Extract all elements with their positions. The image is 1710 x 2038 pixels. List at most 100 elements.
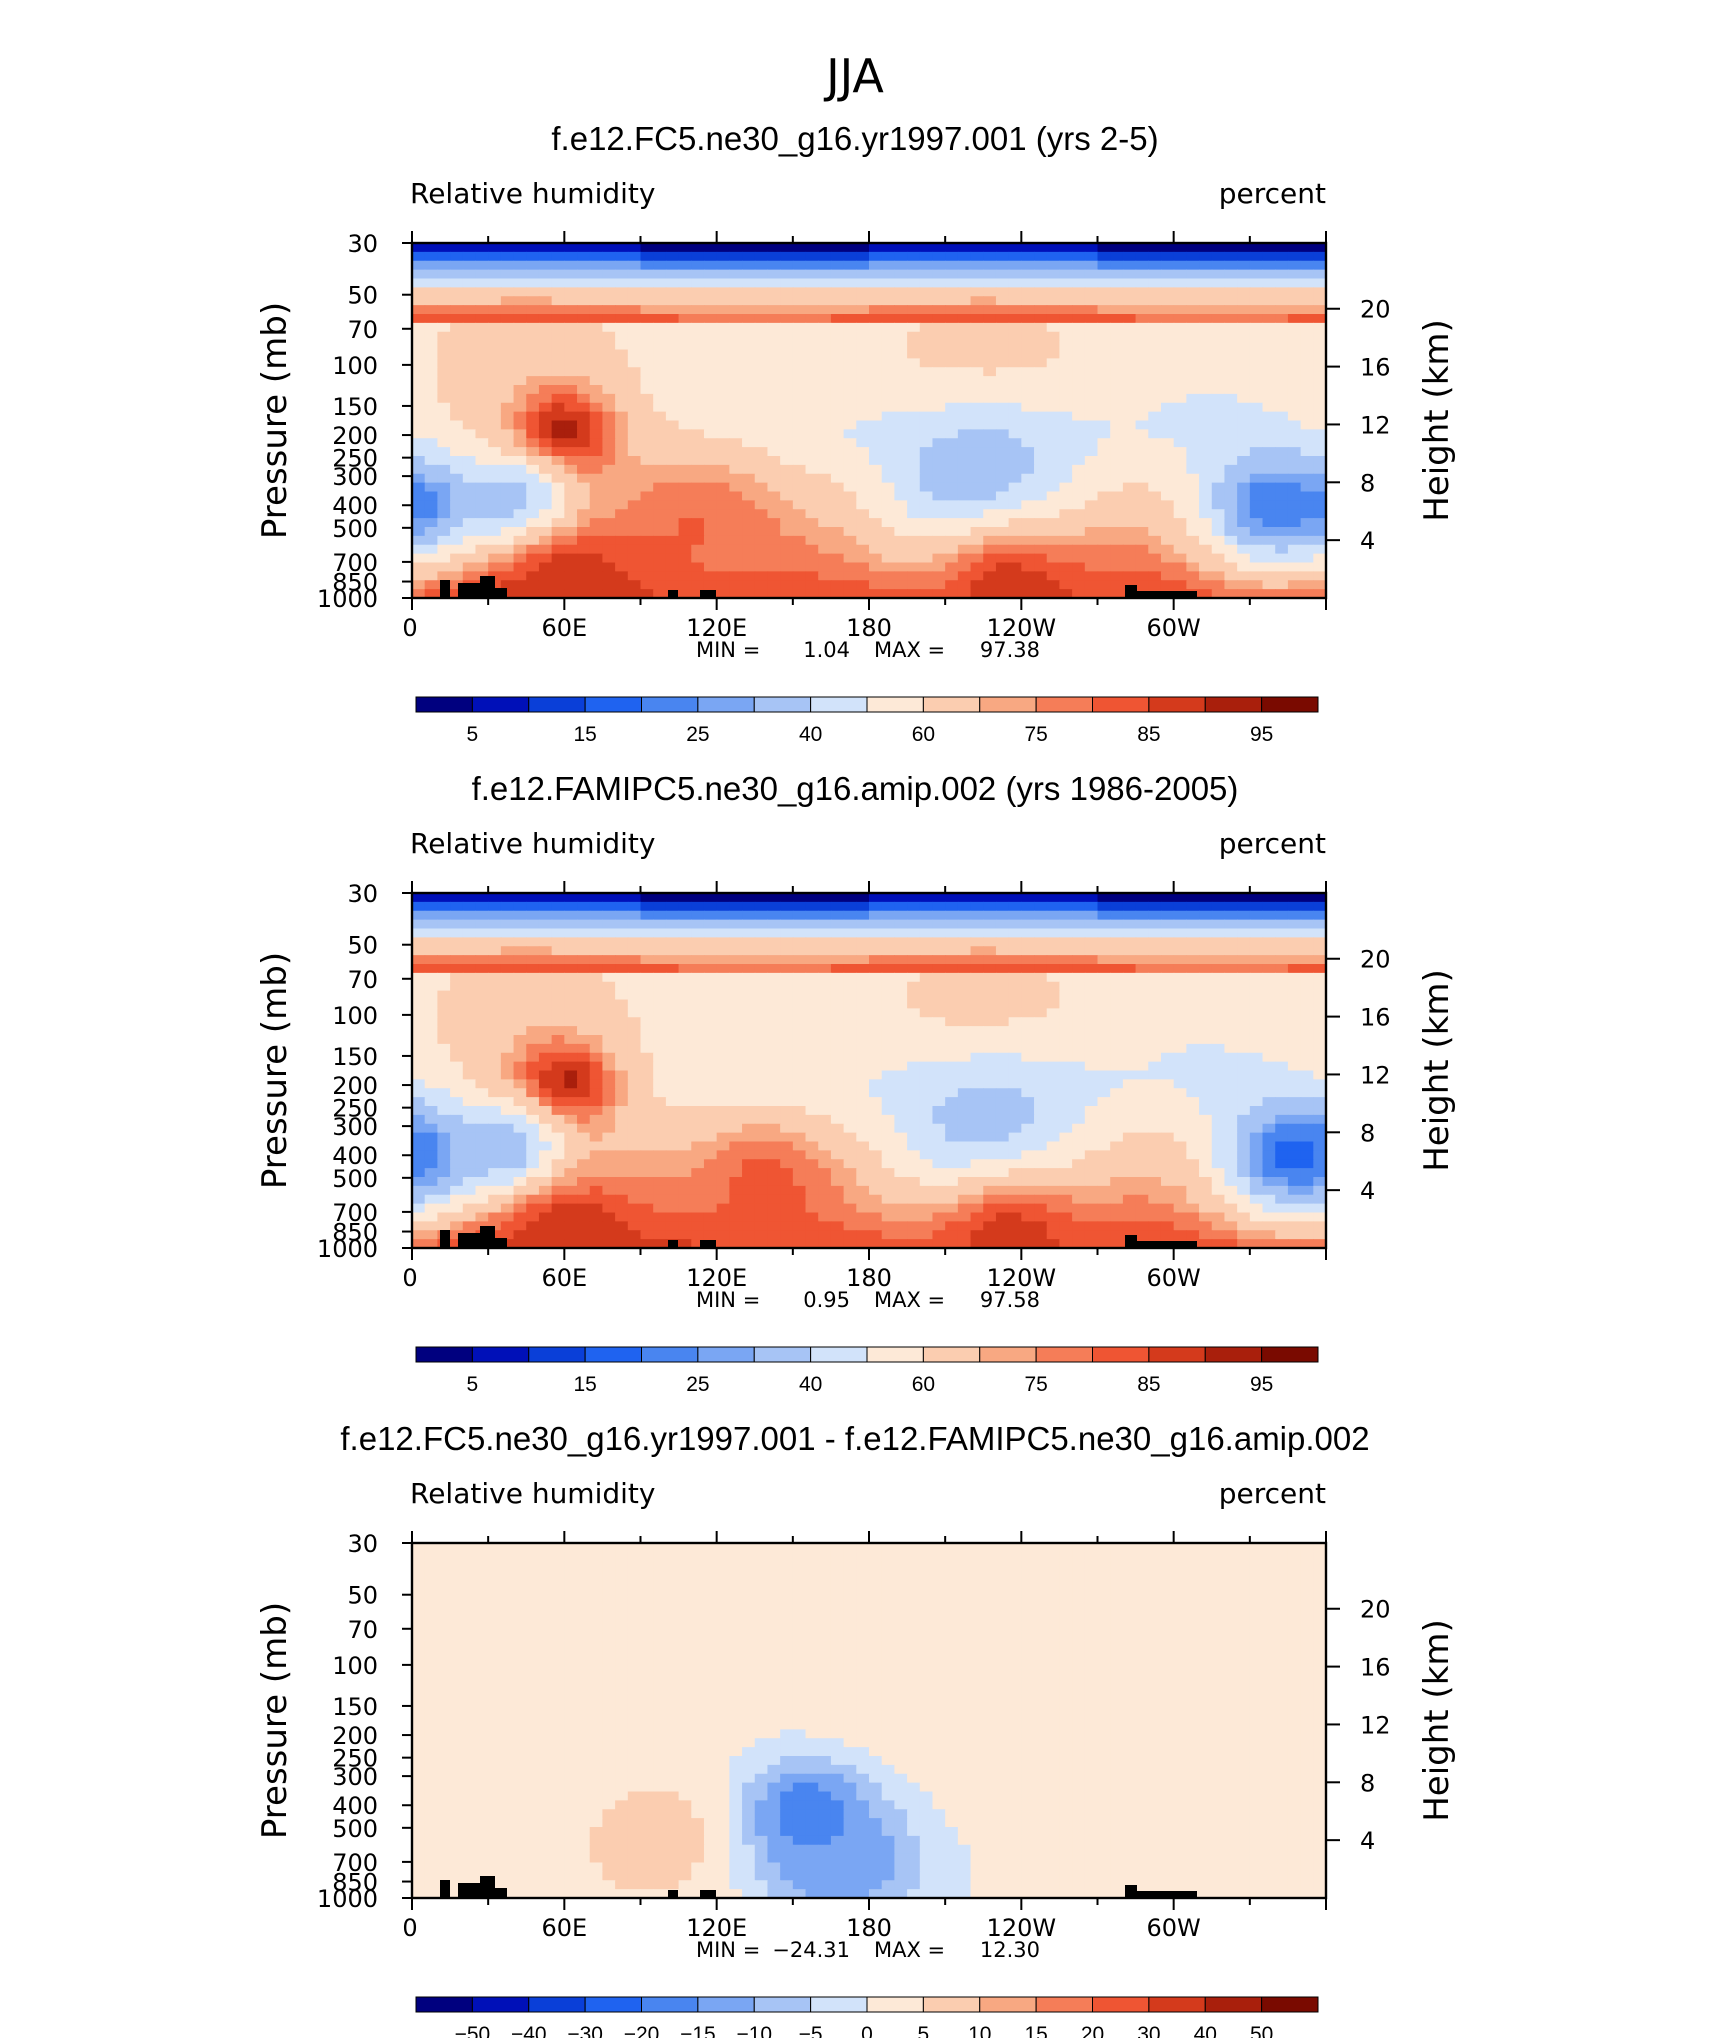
field-cell — [437, 243, 451, 253]
field-cell — [615, 376, 629, 386]
field-cell — [869, 1097, 883, 1107]
field-cell — [627, 260, 642, 271]
field-cell — [1300, 571, 1314, 581]
field-cell — [513, 928, 527, 938]
field-cell — [1275, 1097, 1289, 1107]
field-cell — [1021, 429, 1035, 439]
field-cell — [983, 411, 997, 422]
field-cell — [577, 553, 591, 564]
field-cell — [1173, 349, 1187, 359]
field-cell — [1300, 473, 1314, 484]
field-cell — [754, 928, 769, 938]
field-cell — [450, 456, 464, 466]
field-cell — [577, 893, 591, 903]
field-cell — [1199, 571, 1213, 581]
field-cell — [970, 562, 984, 572]
field-cell — [970, 393, 984, 404]
field-cell — [945, 562, 959, 572]
field-cell — [1300, 901, 1314, 912]
field-cell — [983, 243, 997, 253]
field-cell — [1135, 402, 1149, 413]
field-cell — [945, 1106, 959, 1116]
field-cell — [1262, 420, 1276, 430]
field-cell — [437, 1043, 451, 1054]
field-cell — [1287, 376, 1302, 386]
field-cell — [564, 589, 578, 599]
field-cell — [1148, 937, 1162, 947]
field-cell — [1186, 420, 1200, 430]
field-cell — [551, 287, 565, 297]
field-cell — [424, 393, 438, 404]
field-cell — [1008, 1123, 1022, 1134]
field-cell — [1237, 456, 1251, 466]
field-cell — [983, 402, 997, 413]
field-cell — [691, 972, 705, 983]
field-cell — [1262, 429, 1276, 439]
field-cell — [450, 990, 464, 1001]
field-cell — [627, 1123, 642, 1134]
field-cell — [957, 1106, 972, 1116]
field-cell — [627, 1079, 642, 1089]
field-cell — [564, 571, 578, 581]
field-cell — [703, 473, 718, 484]
field-cell — [538, 910, 553, 921]
field-cell — [767, 919, 781, 930]
field-cell — [742, 278, 756, 288]
field-cell — [589, 456, 604, 466]
field-cell — [742, 447, 756, 457]
field-cell — [526, 385, 540, 395]
colorbar-swatch — [528, 696, 586, 713]
field-cell — [1034, 243, 1048, 253]
field-cell — [627, 1097, 642, 1107]
field-cell — [589, 429, 604, 439]
field-cell — [1008, 1070, 1022, 1080]
field-cell — [1300, 367, 1314, 377]
field-cell — [932, 910, 946, 921]
field-cell — [754, 1106, 769, 1116]
field-cell — [1199, 331, 1213, 342]
field-cell — [1008, 420, 1022, 430]
field-cell — [564, 1008, 578, 1018]
field-cell — [462, 1114, 477, 1125]
field-cell — [945, 376, 959, 386]
field-cell — [1046, 260, 1061, 271]
field-cell — [475, 1088, 489, 1098]
field-cell — [907, 1132, 921, 1143]
field-cell — [615, 553, 629, 564]
field-cell — [1249, 305, 1264, 315]
field-cell — [589, 910, 604, 921]
field-cell — [881, 260, 895, 271]
field-cell — [640, 456, 654, 466]
field-cell — [450, 296, 464, 306]
field-cell — [1110, 243, 1124, 253]
field-cell — [945, 518, 959, 528]
field-cell — [995, 1052, 1010, 1063]
field-cell — [945, 296, 959, 306]
field-cell — [1021, 1088, 1035, 1098]
field-cell — [919, 491, 934, 501]
field-cell — [1059, 331, 1073, 342]
field-cell — [653, 411, 667, 422]
field-cell — [830, 1008, 845, 1018]
field-cell — [1173, 901, 1187, 912]
field-cell — [805, 1017, 819, 1027]
field-cell — [424, 269, 438, 280]
field-cell — [513, 402, 527, 413]
field-cell — [1110, 972, 1124, 983]
field-cell — [881, 1052, 895, 1063]
field-cell — [716, 509, 730, 519]
field-cell — [602, 447, 616, 457]
field-cell — [1300, 1097, 1314, 1107]
field-cell — [1034, 580, 1048, 590]
field-cell — [919, 331, 934, 342]
field-cell — [780, 1008, 794, 1018]
field-cell — [424, 972, 438, 983]
field-cell — [995, 893, 1010, 903]
field-cell — [1122, 946, 1137, 956]
field-cell — [1021, 402, 1035, 413]
field-cell — [412, 482, 426, 493]
field-cell — [500, 1017, 515, 1027]
field-cell — [1313, 527, 1327, 537]
field-cell — [412, 322, 426, 333]
field-cell — [1313, 928, 1327, 938]
